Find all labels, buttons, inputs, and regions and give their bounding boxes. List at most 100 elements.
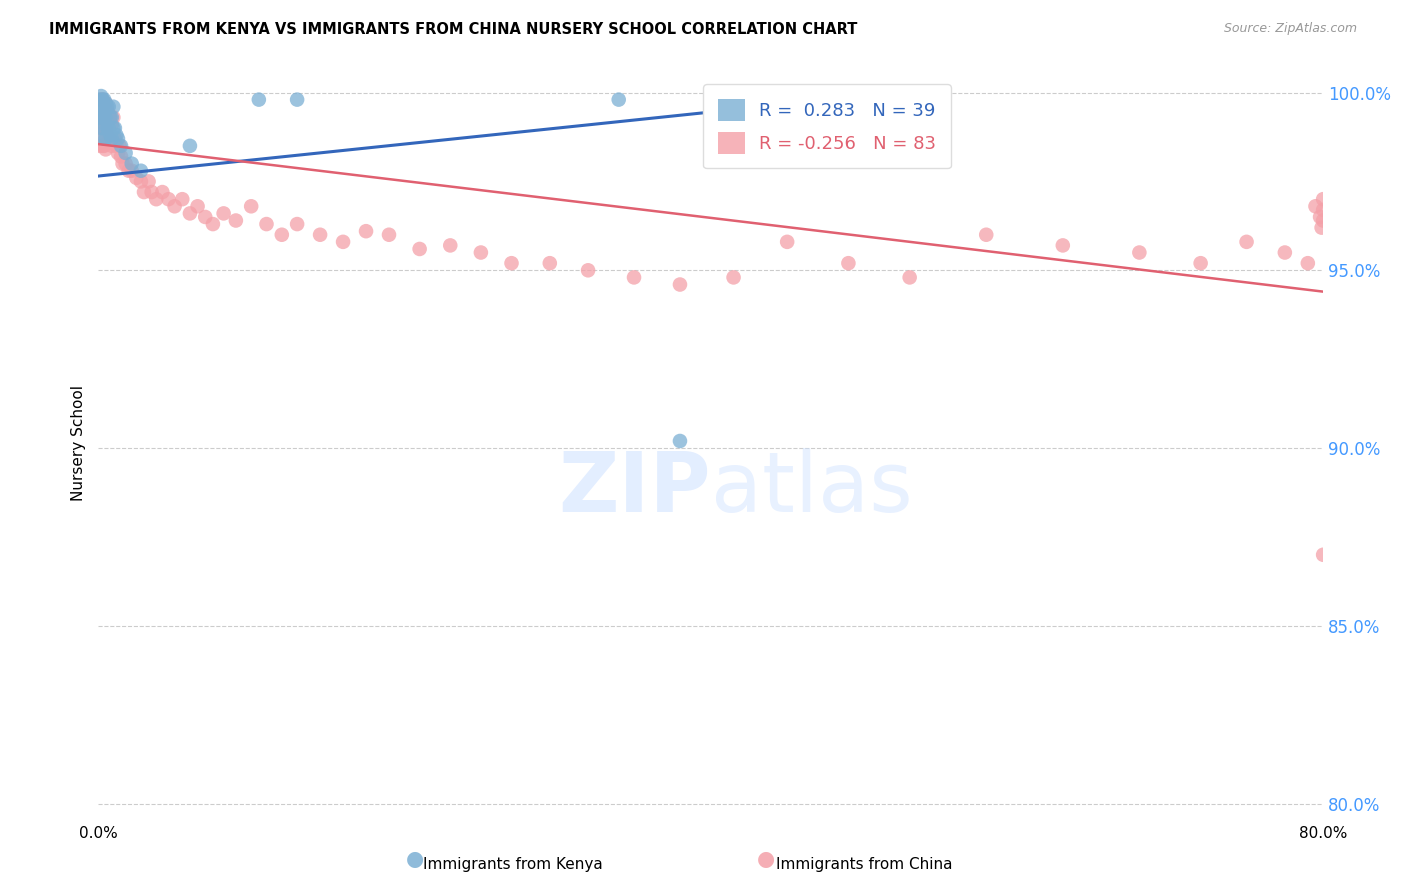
- Point: [256, 217, 278, 231]
- Point: [194, 210, 217, 224]
- Y-axis label: Nursery School: Nursery School: [72, 384, 86, 500]
- Point: [974, 227, 997, 242]
- Point: [121, 163, 143, 178]
- Point: [97, 107, 120, 121]
- Point: [90, 100, 112, 114]
- Point: [1310, 220, 1333, 235]
- Text: IMMIGRANTS FROM KENYA VS IMMIGRANTS FROM CHINA NURSERY SCHOOL CORRELATION CHART: IMMIGRANTS FROM KENYA VS IMMIGRANTS FROM…: [49, 22, 858, 37]
- Point: [898, 270, 921, 285]
- Point: [576, 263, 599, 277]
- Point: [93, 121, 115, 136]
- Point: [94, 96, 117, 111]
- Point: [1312, 192, 1334, 206]
- Text: Source: ZipAtlas.com: Source: ZipAtlas.com: [1223, 22, 1357, 36]
- Point: [101, 111, 124, 125]
- Point: [1296, 256, 1319, 270]
- Point: [91, 111, 114, 125]
- Point: [98, 136, 121, 150]
- Point: [101, 132, 124, 146]
- Point: [93, 100, 115, 114]
- Text: Immigrants from Kenya: Immigrants from Kenya: [423, 857, 603, 872]
- Point: [94, 111, 117, 125]
- Point: [332, 235, 354, 249]
- Point: [179, 139, 201, 153]
- Point: [94, 96, 117, 111]
- Point: [94, 142, 117, 156]
- Point: [623, 270, 645, 285]
- Point: [111, 156, 134, 170]
- Point: [90, 111, 112, 125]
- Point: [101, 118, 124, 132]
- Point: [201, 217, 224, 231]
- Text: atlas: atlas: [710, 448, 912, 529]
- Point: [150, 185, 173, 199]
- Point: [1309, 210, 1331, 224]
- Text: ZIP: ZIP: [558, 448, 710, 529]
- Point: [89, 139, 111, 153]
- Point: [110, 139, 132, 153]
- Point: [669, 434, 692, 448]
- Point: [1189, 256, 1212, 270]
- Point: [225, 213, 247, 227]
- Point: [98, 128, 121, 143]
- Point: [89, 100, 111, 114]
- Point: [93, 139, 115, 153]
- Point: [163, 199, 186, 213]
- Point: [378, 227, 401, 242]
- Point: [1312, 548, 1334, 562]
- Point: [98, 111, 121, 125]
- Point: [125, 170, 148, 185]
- Point: [129, 163, 152, 178]
- Point: [98, 111, 121, 125]
- Point: [91, 93, 114, 107]
- Point: [110, 149, 132, 163]
- Point: [240, 199, 263, 213]
- Point: [105, 128, 128, 143]
- Point: [776, 235, 799, 249]
- Point: [108, 139, 131, 153]
- Point: [501, 256, 523, 270]
- Point: [470, 245, 492, 260]
- Point: [96, 121, 118, 136]
- Point: [105, 139, 128, 153]
- Point: [1305, 199, 1327, 213]
- Point: [129, 174, 152, 188]
- Point: [121, 156, 143, 170]
- Point: [93, 93, 115, 107]
- Point: [93, 132, 115, 146]
- Point: [439, 238, 461, 252]
- Point: [93, 111, 115, 125]
- Point: [179, 206, 201, 220]
- Point: [104, 121, 127, 136]
- Point: [89, 121, 111, 136]
- Point: [723, 270, 745, 285]
- Point: [538, 256, 561, 270]
- Point: [89, 111, 111, 125]
- Point: [103, 111, 125, 125]
- Text: Immigrants from China: Immigrants from China: [776, 857, 953, 872]
- Point: [104, 132, 127, 146]
- Point: [114, 145, 136, 160]
- Point: [354, 224, 377, 238]
- Point: [90, 111, 112, 125]
- Point: [97, 132, 120, 146]
- Point: [103, 100, 125, 114]
- Point: [309, 227, 332, 242]
- Point: [607, 93, 630, 107]
- Point: [90, 132, 112, 146]
- Point: [103, 136, 125, 150]
- Point: [157, 192, 180, 206]
- Point: [285, 93, 308, 107]
- Point: [89, 93, 111, 107]
- Point: [138, 174, 160, 188]
- Point: [96, 128, 118, 143]
- Point: [97, 121, 120, 136]
- Point: [172, 192, 194, 206]
- Point: [91, 121, 114, 136]
- Point: [90, 89, 112, 103]
- Point: [107, 132, 129, 146]
- Point: [97, 100, 120, 114]
- Point: [114, 156, 136, 170]
- Point: [91, 100, 114, 114]
- Point: [90, 93, 112, 107]
